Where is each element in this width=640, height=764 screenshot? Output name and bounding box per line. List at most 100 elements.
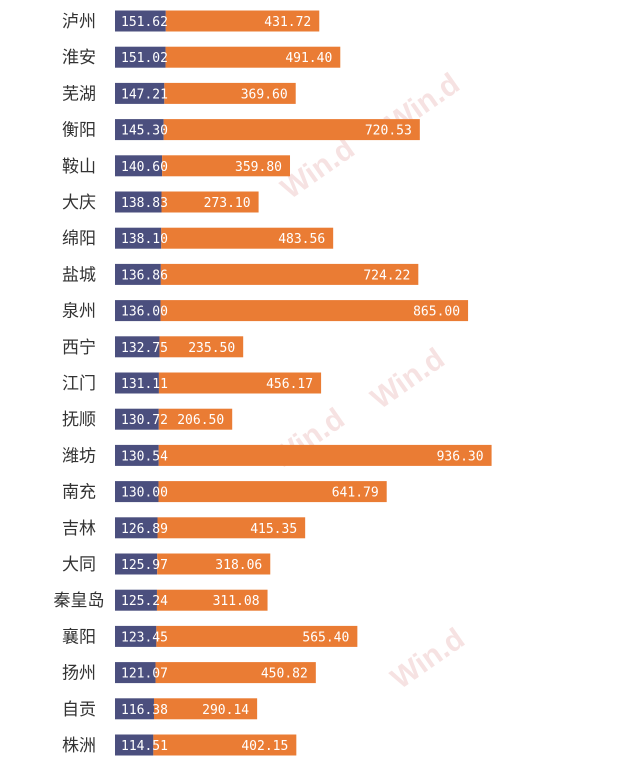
value-label-2: 235.50 (188, 341, 235, 356)
bar-row: 潍坊 130.54 936.30 (62, 444, 492, 466)
bar-segment-2 (156, 625, 358, 647)
category-label: 衡阳 (62, 121, 96, 141)
bar-segment-1 (115, 481, 159, 503)
value-label-1: 132.75 (121, 341, 168, 356)
value-label-1: 114.51 (121, 739, 168, 754)
category-label: 抚顺 (62, 410, 96, 430)
bar-segment-2 (160, 263, 419, 285)
bar-row: 大庆 138.83 273.10 (62, 191, 259, 213)
category-label: 大庆 (62, 193, 96, 213)
category-label: 自贡 (62, 700, 96, 720)
bar-segment-2 (158, 481, 387, 503)
value-label-2: 641.79 (332, 486, 379, 501)
bar-segment-1 (115, 662, 156, 684)
category-label: 南充 (62, 483, 96, 503)
bar-segment-1 (115, 82, 165, 104)
value-label-2: 206.50 (177, 413, 224, 428)
value-label-2: 865.00 (413, 305, 460, 320)
value-label-2: 936.30 (437, 449, 484, 464)
bar-segment-2 (165, 46, 341, 68)
bar-segment-1 (115, 625, 157, 647)
bar-segment-1 (115, 300, 161, 322)
value-label-1: 140.60 (121, 160, 168, 175)
value-label-1: 125.97 (121, 558, 168, 573)
category-label: 秦皇岛 (54, 591, 105, 611)
bar-segment-1 (115, 408, 159, 430)
bar-segment-1 (115, 191, 162, 213)
bar-segment-2 (153, 734, 297, 756)
bar-segment-1 (115, 227, 162, 249)
bar-segment-2 (163, 119, 420, 141)
bar-row: 南充 130.00 641.79 (62, 481, 387, 503)
bar-row: 江门 131.11 456.17 (62, 372, 322, 394)
value-label-2: 450.82 (261, 667, 308, 682)
bar-segment-1 (115, 444, 159, 466)
bar-row: 扬州 121.07 450.82 (62, 662, 316, 684)
bar-row: 泉州 136.00 865.00 (62, 300, 469, 322)
bar-row: 秦皇岛 125.24 311.08 (54, 589, 268, 611)
bar-row: 吉林 126.89 415.35 (62, 517, 306, 539)
category-label: 大同 (62, 555, 96, 575)
value-label-1: 126.89 (121, 522, 168, 537)
bar-segment-1 (115, 10, 166, 32)
bar-segment-2 (155, 662, 316, 684)
category-label: 江门 (62, 374, 96, 394)
value-label-2: 415.35 (250, 522, 297, 537)
bar-row: 株洲 114.51 402.15 (62, 734, 297, 756)
bar-segment-2 (156, 589, 268, 611)
value-label-2: 431.72 (264, 15, 311, 30)
category-label: 吉林 (62, 519, 96, 539)
value-label-1: 151.62 (121, 15, 168, 30)
value-label-1: 116.38 (121, 703, 168, 718)
category-label: 扬州 (62, 664, 96, 684)
category-label: 芜湖 (62, 84, 96, 104)
value-label-2: 483.56 (278, 232, 325, 247)
value-label-1: 138.83 (121, 196, 168, 211)
value-label-1: 145.30 (121, 124, 168, 139)
watermark-text: Win.d (365, 342, 451, 416)
bar-segment-1 (115, 553, 158, 575)
value-label-2: 318.06 (215, 558, 262, 573)
value-label-2: 456.17 (266, 377, 313, 392)
value-label-1: 121.07 (121, 667, 168, 682)
bar-row: 大同 125.97 318.06 (62, 553, 271, 575)
bar-row: 芜湖 147.21 369.60 (62, 82, 296, 104)
bar-segment-2 (165, 10, 320, 32)
bar-segment-2 (160, 300, 469, 322)
value-label-2: 273.10 (204, 196, 251, 211)
bar-segment-1 (115, 155, 163, 177)
category-label: 绵阳 (62, 229, 96, 249)
value-label-1: 130.00 (121, 486, 168, 501)
bar-segment-2 (161, 191, 259, 213)
bar-segment-2 (158, 408, 233, 430)
bar-segment-2 (153, 698, 258, 720)
value-label-2: 311.08 (213, 594, 260, 609)
value-label-1: 130.54 (121, 449, 168, 464)
value-label-1: 125.24 (121, 594, 168, 609)
category-label: 襄阳 (62, 626, 96, 647)
value-label-1: 138.10 (121, 232, 168, 247)
bar-segment-1 (115, 698, 154, 720)
bar-segment-2 (164, 82, 296, 104)
bar-segment-1 (115, 589, 157, 611)
bar-segment-1 (115, 119, 164, 141)
bar-segment-1 (115, 734, 154, 756)
bar-row: 盐城 136.86 724.22 (62, 263, 419, 285)
value-label-1: 147.21 (121, 87, 168, 102)
value-label-1: 131.11 (121, 377, 168, 392)
value-label-2: 359.80 (235, 160, 282, 175)
bar-segment-1 (115, 46, 166, 68)
bar-row: 绵阳 138.10 483.56 (62, 227, 334, 249)
value-label-2: 491.40 (285, 51, 332, 66)
bar-row: 自贡 116.38 290.14 (62, 698, 258, 720)
category-label: 泉州 (62, 302, 96, 322)
bar-row: 衡阳 145.30 720.53 (62, 119, 420, 141)
bar-segment-2 (162, 155, 291, 177)
bar-row: 泸州 151.62 431.72 (62, 10, 320, 32)
bar-segment-2 (158, 372, 322, 394)
value-label-2: 402.15 (241, 739, 288, 754)
category-label: 鞍山 (62, 157, 96, 177)
category-label: 潍坊 (62, 446, 96, 466)
bar-row: 襄阳 123.45 565.40 (62, 625, 358, 647)
